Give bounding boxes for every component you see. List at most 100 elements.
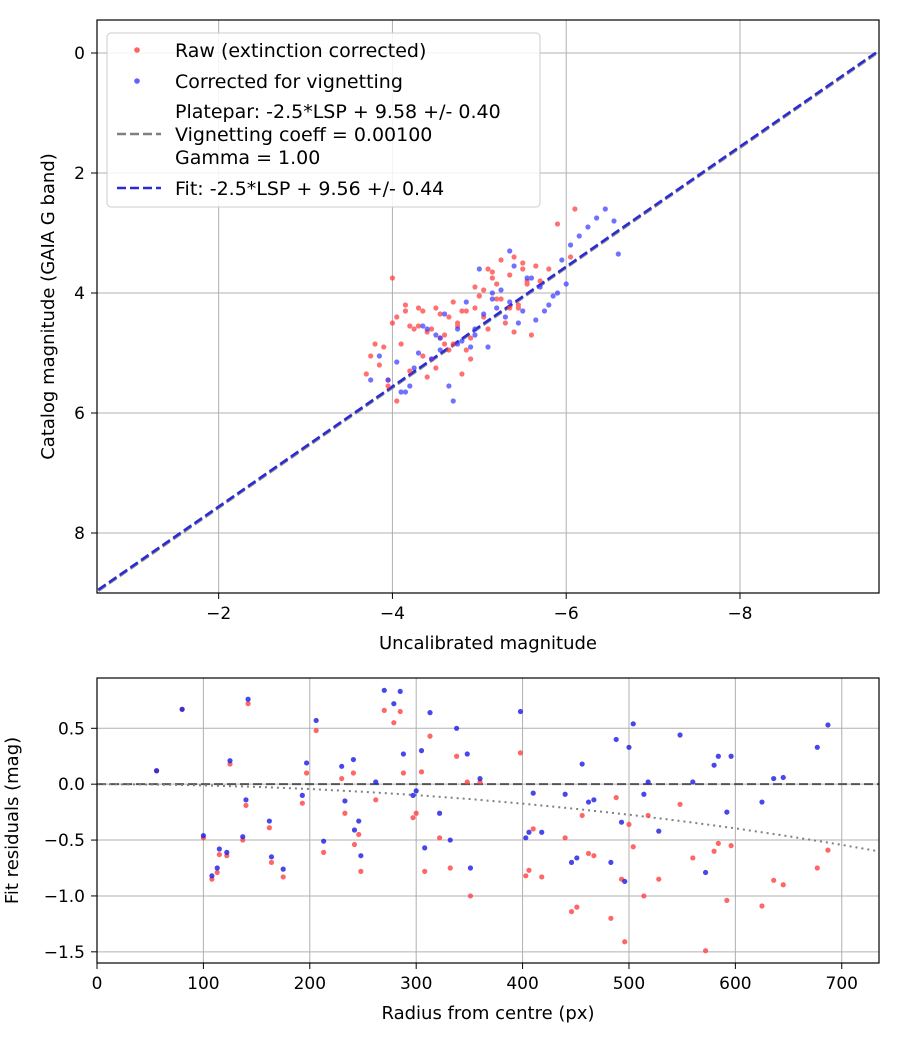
grid xyxy=(96,678,879,963)
data-point xyxy=(568,859,575,866)
data-point xyxy=(511,263,517,269)
data-point xyxy=(626,821,632,828)
y-tick-label: 4 xyxy=(74,284,85,304)
data-point xyxy=(433,365,439,371)
data-point xyxy=(214,869,220,876)
data-point xyxy=(463,299,469,305)
data-point xyxy=(240,834,246,840)
chart-panel-1: −2 −4 −6 −8 0 2 4 6 8 Uncalibrated magnitude Catal… xyxy=(38,19,880,654)
data-point xyxy=(243,797,249,803)
data-point xyxy=(615,251,621,257)
x-tick-label: 0 xyxy=(92,974,103,994)
data-point xyxy=(407,323,413,329)
data-point xyxy=(418,769,425,775)
data-point xyxy=(524,275,530,281)
data-point xyxy=(454,725,460,731)
data-point xyxy=(579,761,585,767)
data-point xyxy=(266,818,272,824)
data-point xyxy=(313,717,319,724)
x-axis-label: Uncalibrated magnitude xyxy=(379,633,597,654)
data-point xyxy=(613,794,619,801)
plot-area xyxy=(97,687,879,954)
y-tick-label: 6 xyxy=(74,404,85,424)
data-point xyxy=(594,215,600,221)
data-point xyxy=(428,356,435,362)
data-point xyxy=(397,688,403,695)
data-point xyxy=(724,897,730,904)
data-point xyxy=(715,753,721,759)
data-point xyxy=(530,790,536,796)
data-point xyxy=(400,770,407,776)
data-point xyxy=(450,341,456,347)
data-point xyxy=(373,797,379,803)
data-point xyxy=(468,335,474,341)
data-point xyxy=(420,308,426,314)
series-1 xyxy=(153,687,831,885)
data-point xyxy=(398,341,404,347)
data-point xyxy=(468,344,474,350)
data-point xyxy=(572,206,578,212)
data-point xyxy=(515,302,522,308)
axes-frame xyxy=(96,677,880,964)
data-point xyxy=(216,851,222,858)
series-0 xyxy=(363,206,578,404)
data-point xyxy=(467,893,474,899)
data-point xyxy=(437,347,443,353)
data-point xyxy=(437,335,443,341)
data-point xyxy=(576,233,582,239)
data-point xyxy=(459,371,465,377)
y-axis-label: Catalog magnitude (GAIA G band) xyxy=(38,153,59,460)
data-point xyxy=(280,874,286,880)
data-point xyxy=(498,287,504,293)
data-point xyxy=(467,865,474,871)
data-point xyxy=(523,835,529,841)
data-point xyxy=(630,721,636,727)
y-axis-label: Fit residuals (mag) xyxy=(2,737,23,904)
data-point xyxy=(690,779,696,785)
data-point xyxy=(407,383,413,389)
data-point xyxy=(280,866,286,872)
data-point xyxy=(759,903,765,909)
data-point xyxy=(537,278,543,284)
data-point xyxy=(441,341,448,347)
data-point xyxy=(645,812,651,819)
data-point xyxy=(622,939,628,945)
data-point xyxy=(481,287,487,293)
data-point xyxy=(515,320,522,326)
data-point xyxy=(398,389,404,395)
data-point xyxy=(780,774,786,781)
data-point xyxy=(411,326,417,332)
data-point xyxy=(511,254,517,260)
data-point xyxy=(562,791,568,797)
data-point xyxy=(618,819,625,825)
data-point xyxy=(507,248,513,254)
plot-area xyxy=(97,49,879,593)
data-point xyxy=(385,383,391,389)
data-point xyxy=(585,224,591,230)
data-point xyxy=(559,257,565,263)
data-point xyxy=(825,722,831,728)
data-point xyxy=(472,284,478,290)
data-point xyxy=(489,290,495,296)
data-point xyxy=(546,302,552,308)
data-point xyxy=(410,815,416,821)
data-point xyxy=(574,855,580,861)
data-point xyxy=(313,727,319,734)
data-point xyxy=(424,326,430,332)
data-point xyxy=(724,809,730,815)
data-point xyxy=(450,299,456,305)
data-point xyxy=(402,389,409,395)
data-point xyxy=(179,706,185,712)
data-point xyxy=(526,829,532,835)
data-point xyxy=(459,308,465,314)
data-point xyxy=(602,206,608,212)
data-point xyxy=(702,948,709,954)
data-point xyxy=(433,332,439,338)
data-point xyxy=(771,877,777,883)
data-point xyxy=(641,791,647,797)
data-point xyxy=(622,878,628,885)
data-point xyxy=(447,865,453,871)
data-point xyxy=(814,865,820,871)
data-point xyxy=(562,835,568,841)
data-point xyxy=(418,748,425,754)
